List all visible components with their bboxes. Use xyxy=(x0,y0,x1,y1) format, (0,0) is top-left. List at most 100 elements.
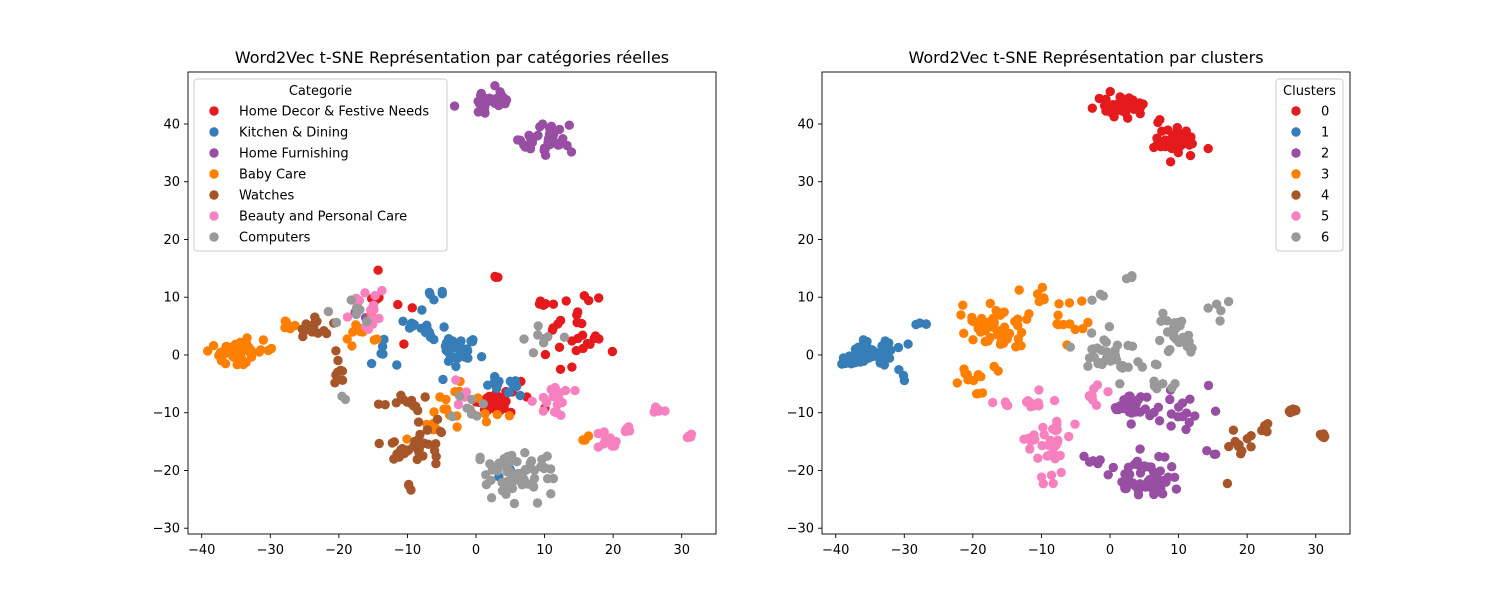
data-point xyxy=(466,409,477,419)
legend-marker xyxy=(1291,106,1301,116)
x-tick-label: 20 xyxy=(1239,543,1256,558)
data-point xyxy=(1246,442,1256,452)
data-point xyxy=(298,331,308,342)
data-point xyxy=(605,433,615,443)
legend-marker xyxy=(1291,169,1301,179)
series-6 xyxy=(323,295,570,509)
data-point xyxy=(351,309,361,320)
series-6 xyxy=(1065,271,1234,394)
data-point xyxy=(439,322,449,332)
data-point xyxy=(363,324,374,334)
data-point xyxy=(528,348,539,358)
data-point xyxy=(342,334,352,344)
data-point xyxy=(1167,462,1177,472)
data-point xyxy=(389,437,399,447)
data-point xyxy=(1014,285,1024,295)
data-point xyxy=(1023,396,1033,406)
data-point xyxy=(584,295,594,306)
data-point xyxy=(1173,148,1184,158)
data-point xyxy=(481,417,492,427)
data-point xyxy=(285,322,296,332)
data-point xyxy=(540,349,551,360)
legend-marker xyxy=(209,211,219,221)
data-point xyxy=(1056,467,1066,478)
data-point xyxy=(1103,387,1113,397)
data-point xyxy=(1171,484,1182,494)
y-tick-label: −10 xyxy=(153,406,180,421)
data-point xyxy=(1000,397,1011,407)
data-point xyxy=(1099,335,1109,345)
data-point xyxy=(425,289,435,300)
legend-marker xyxy=(209,190,219,200)
legend-marker xyxy=(209,127,219,137)
legend-title: Categorie xyxy=(289,84,352,99)
scatter-points xyxy=(837,86,1330,500)
data-point xyxy=(1184,417,1195,428)
data-point xyxy=(571,345,581,356)
data-point xyxy=(1287,407,1298,417)
data-point xyxy=(1167,383,1177,393)
data-point xyxy=(1133,490,1144,500)
data-point xyxy=(977,388,988,398)
data-point xyxy=(512,457,522,467)
y-tick-label: 40 xyxy=(797,117,814,132)
data-point xyxy=(1110,403,1121,413)
data-point xyxy=(1103,470,1113,480)
data-point xyxy=(1263,419,1273,429)
data-point xyxy=(989,361,999,372)
data-point xyxy=(996,336,1006,347)
data-point xyxy=(366,305,376,315)
data-point xyxy=(988,313,998,324)
x-tick-label: −40 xyxy=(188,543,215,558)
legend-marker xyxy=(209,169,219,179)
legend-label: Baby Care xyxy=(239,168,306,183)
legend-marker xyxy=(1291,211,1301,221)
data-point xyxy=(573,333,583,344)
data-point xyxy=(436,427,447,438)
data-point xyxy=(456,336,466,346)
data-point xyxy=(526,456,537,466)
y-tick-label: 0 xyxy=(172,348,180,363)
data-point xyxy=(1105,356,1116,366)
data-point xyxy=(393,299,403,310)
data-point xyxy=(952,378,962,388)
data-point xyxy=(1025,444,1035,454)
legend-label: Home Furnishing xyxy=(239,147,349,162)
data-point xyxy=(399,339,409,349)
data-point xyxy=(1150,488,1161,498)
data-point xyxy=(1087,295,1097,305)
data-point xyxy=(452,422,462,432)
data-point xyxy=(1079,451,1089,461)
scatter-points xyxy=(203,81,697,509)
data-point xyxy=(1019,434,1029,444)
data-point xyxy=(1163,346,1174,357)
data-point xyxy=(1054,299,1064,309)
data-point xyxy=(499,403,509,414)
data-point xyxy=(497,477,507,488)
data-point xyxy=(567,362,577,372)
data-point xyxy=(1190,411,1200,421)
data-point xyxy=(1153,117,1163,128)
data-point xyxy=(373,399,384,409)
data-point xyxy=(548,299,559,309)
data-point xyxy=(539,334,549,344)
data-point xyxy=(967,316,977,326)
data-point xyxy=(1166,421,1176,431)
data-point xyxy=(1126,419,1136,429)
data-point xyxy=(447,351,457,361)
data-point xyxy=(1105,86,1115,97)
data-point xyxy=(337,391,347,401)
data-point xyxy=(451,375,461,385)
legend-marker xyxy=(1291,127,1301,137)
data-point xyxy=(1078,324,1088,334)
data-point xyxy=(441,345,451,356)
data-point xyxy=(1163,472,1173,482)
data-point xyxy=(506,478,517,488)
data-point xyxy=(554,140,564,150)
data-point xyxy=(449,101,460,111)
data-point xyxy=(237,354,247,364)
data-point xyxy=(453,399,464,410)
x-tick-label: −30 xyxy=(891,543,918,558)
data-point xyxy=(968,375,979,386)
data-point xyxy=(988,397,998,408)
